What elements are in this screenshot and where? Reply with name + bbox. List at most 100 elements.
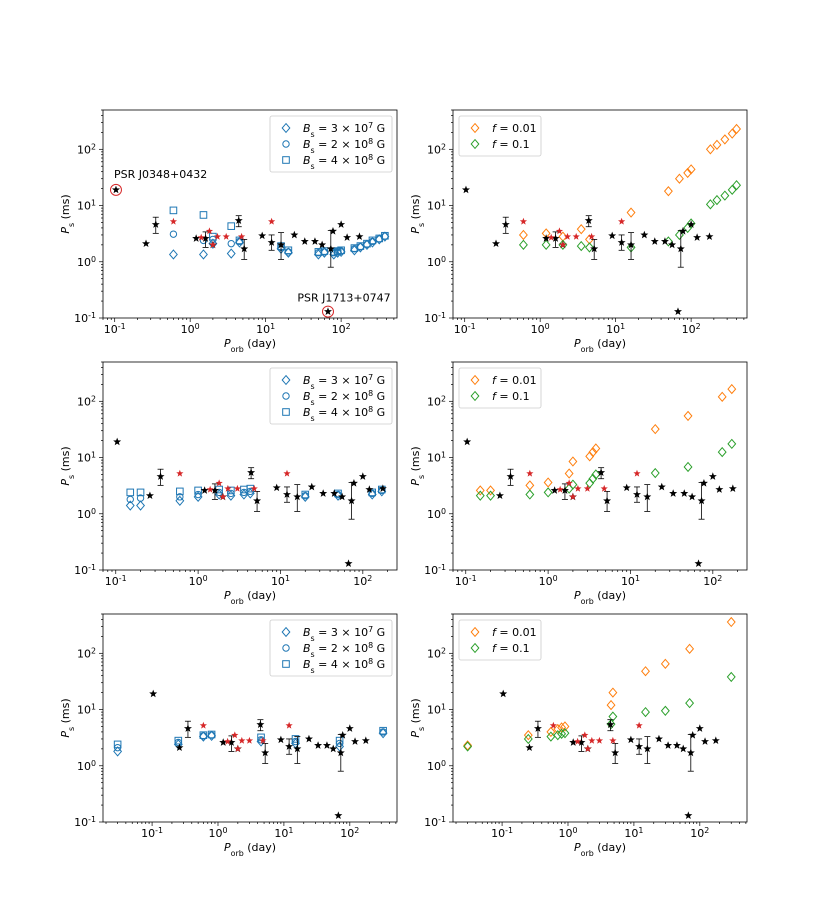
- model-point-diamond: [720, 134, 730, 145]
- observed-pulsar-star: [577, 738, 586, 746]
- observed-pulsar-star: [151, 220, 160, 228]
- observed-pulsar-star: [542, 234, 551, 242]
- legend-label: Bs = 2 × 108 G: [303, 137, 385, 155]
- model-point-diamond: [732, 123, 742, 135]
- observed-pulsar-star-red: [233, 484, 242, 492]
- x-tick-label: 102: [353, 574, 372, 589]
- observed-pulsar-star-red: [565, 479, 573, 487]
- observed-pulsar-star: [142, 239, 151, 248]
- legend-marker-diamond: [470, 642, 480, 654]
- observed-pulsar-star-red: [222, 232, 230, 240]
- observed-pulsar-star-red: [569, 493, 577, 500]
- model-point-diamond: [660, 658, 670, 669]
- model-point-square: [136, 488, 145, 497]
- model-point-diamond: [576, 224, 586, 235]
- legend-marker-circle: [282, 140, 290, 148]
- model-point-diamond: [518, 229, 528, 241]
- model-point-diamond: [588, 446, 598, 458]
- model-point-diamond: [660, 705, 670, 716]
- model-point-square: [375, 234, 384, 243]
- model-point-square: [301, 490, 310, 499]
- y-tick-label: 100: [77, 506, 96, 521]
- model-point-diamond: [125, 500, 135, 511]
- observed-pulsar-star-red: [595, 736, 604, 744]
- observed-pulsar-star: [590, 244, 599, 253]
- observed-pulsar-star: [650, 237, 659, 245]
- model-point-diamond: [726, 616, 736, 628]
- x-axis-label: Porb (day): [224, 337, 276, 354]
- observed-pulsar-star: [676, 244, 685, 253]
- x-tick-label: 101: [256, 322, 275, 337]
- model-point-diamond: [641, 706, 650, 718]
- observed-pulsar-star: [267, 238, 276, 246]
- model-point-diamond: [475, 490, 485, 501]
- y-tick-label: 10-1: [74, 311, 96, 326]
- observed-pulsar-star: [149, 689, 158, 698]
- x-tick-label: 100: [539, 574, 558, 589]
- y-tick-label: 100: [427, 758, 446, 773]
- model-point-diamond: [717, 391, 727, 403]
- observed-pulsar-star: [699, 478, 708, 487]
- model-point-diamond: [543, 477, 553, 488]
- model-point-diamond: [564, 468, 574, 479]
- observed-pulsar-star-red: [268, 217, 276, 225]
- observed-pulsar-star-red: [519, 217, 528, 225]
- observed-pulsar-star: [219, 738, 228, 746]
- observed-pulsar-star-red: [635, 721, 643, 729]
- model-point-diamond: [727, 128, 737, 139]
- model-point-diamond: [463, 740, 473, 751]
- chart-panel-row3-left: 10-1 100 101 102 10-1 100 101 102 Porb (day) Ps (…: [59, 613, 398, 858]
- observed-pulsar-star-red: [526, 469, 534, 477]
- y-axis-label: Ps (ms): [59, 698, 76, 737]
- observed-pulsar-star: [533, 724, 542, 732]
- legend-label: Bs = 3 × 107 G: [303, 373, 385, 391]
- model-point-diamond: [333, 247, 343, 258]
- observed-pulsar-star: [495, 491, 504, 500]
- observed-pulsar-star-red: [206, 485, 214, 493]
- observed-pulsar-star: [694, 559, 703, 567]
- legend-bs: Bs = 3 × 107 GBs = 2 × 108 GBs = 4 × 108…: [269, 115, 393, 173]
- model-point-diamond: [726, 671, 736, 683]
- observed-pulsar-star-red: [215, 479, 223, 487]
- y-tick-label: 102: [427, 646, 446, 661]
- y-tick-label: 101: [427, 198, 446, 213]
- legend-bs: Bs = 3 × 107 GBs = 2 × 108 GBs = 4 × 108…: [269, 619, 393, 677]
- model-point-diamond: [557, 722, 567, 733]
- legend-label: Bs = 2 × 108 G: [303, 389, 385, 407]
- observed-pulsar-star-red: [259, 736, 267, 744]
- observed-pulsar-star: [705, 232, 714, 241]
- observed-pulsar-star: [728, 484, 737, 493]
- y-axis-label: Ps (ms): [409, 446, 426, 485]
- model-point-diamond: [705, 199, 715, 210]
- observed-pulsar-star: [551, 234, 560, 242]
- observed-pulsar-star: [697, 496, 706, 505]
- y-tick-label: 102: [77, 394, 96, 409]
- observed-pulsar-star-red: [231, 731, 239, 739]
- observed-pulsar-star: [640, 230, 649, 239]
- y-tick-label: 101: [427, 702, 446, 717]
- model-point-diamond: [475, 485, 485, 496]
- model-point-diamond: [685, 697, 695, 709]
- legend-label: f = 0.01: [492, 122, 537, 135]
- legend-marker-square: [282, 660, 290, 668]
- observed-pulsar-star: [668, 240, 677, 249]
- observed-pulsar-star-red: [169, 217, 178, 225]
- model-point-diamond: [136, 500, 146, 511]
- observed-pulsar-star-red: [609, 736, 617, 744]
- observed-pulsar-star-red: [250, 484, 258, 492]
- observed-pulsar-star: [695, 724, 704, 732]
- x-tick-label: 10-1: [455, 574, 477, 589]
- model-point-diamond: [208, 238, 218, 249]
- x-axis-label: Porb (day): [574, 841, 626, 858]
- model-point-diamond: [463, 741, 473, 752]
- model-point-diamond: [608, 711, 618, 722]
- model-point-diamond: [560, 728, 570, 739]
- observed-pulsar-star: [337, 220, 346, 228]
- observed-pulsar-star: [492, 239, 501, 248]
- observed-pulsar-star: [293, 492, 302, 501]
- model-point-diamond: [226, 248, 236, 259]
- observed-pulsar-star: [272, 483, 281, 492]
- model-point-diamond: [336, 246, 346, 258]
- observed-pulsar-star: [175, 743, 184, 752]
- observed-pulsar-star: [688, 730, 697, 739]
